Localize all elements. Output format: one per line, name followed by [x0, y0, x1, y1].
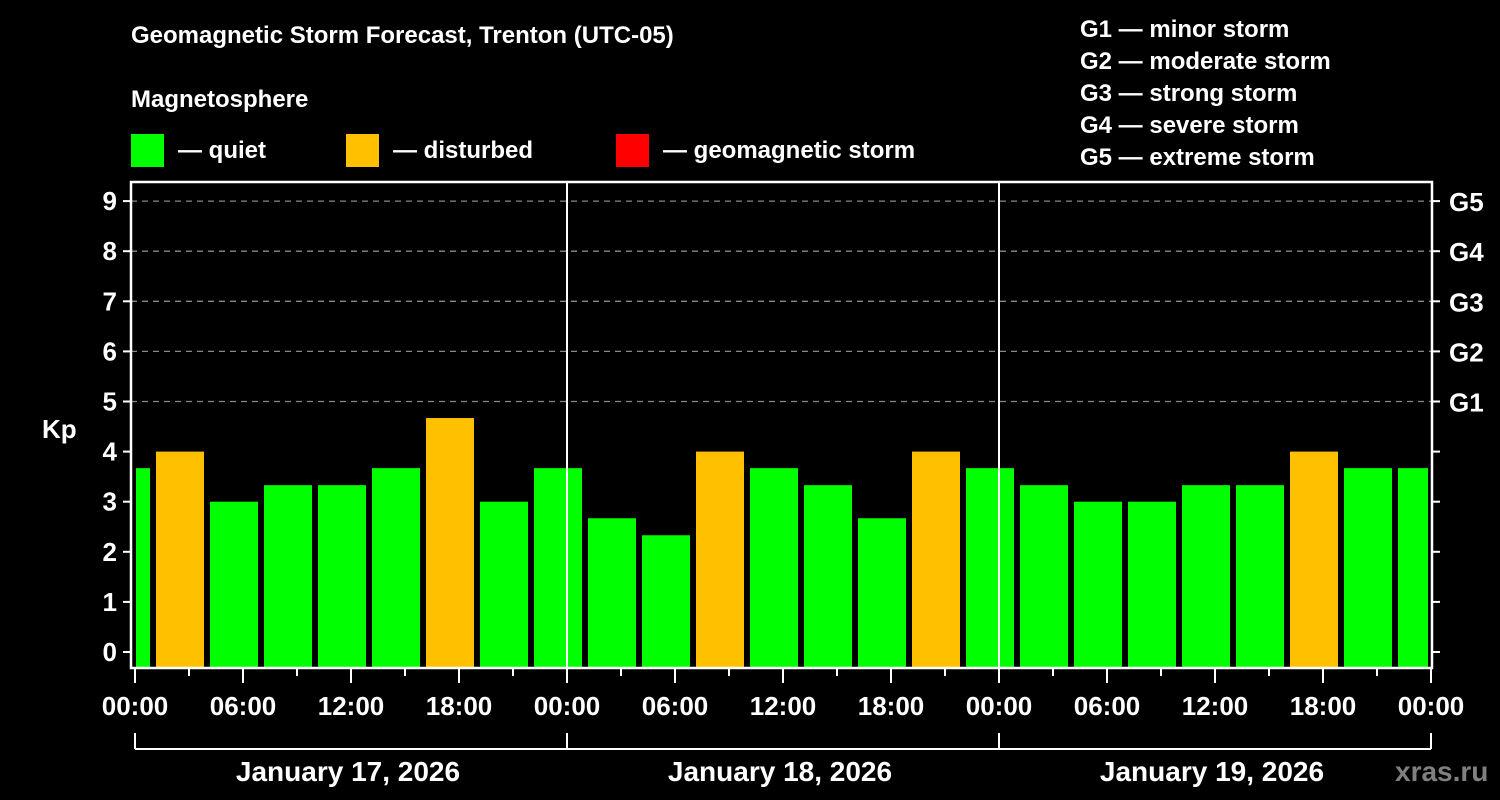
kp-bar — [1290, 451, 1338, 667]
chart-title: Geomagnetic Storm Forecast, Trenton (UTC… — [131, 22, 674, 49]
x-tick-label: 00:00 — [534, 691, 601, 721]
x-tick-label: 06:00 — [642, 691, 709, 721]
kp-bar — [534, 468, 582, 667]
kp-bar — [588, 518, 636, 667]
g-level-label: G3 — [1449, 287, 1484, 317]
legend-storm: — geomagnetic storm — [616, 134, 915, 167]
plot-frame — [129, 180, 1434, 670]
legend-disturbed: — disturbed — [346, 134, 533, 167]
day-label: January 19, 2026 — [1100, 756, 1324, 787]
kp-bar — [372, 468, 420, 667]
g-level-label: G4 — [1449, 237, 1484, 267]
legend-quiet: — quiet — [131, 134, 266, 167]
legend-swatch-quiet — [131, 134, 164, 167]
y-tick-label: 6 — [103, 336, 117, 366]
legend-title: Magnetosphere — [131, 86, 309, 113]
gridlines — [131, 200, 1432, 403]
y-axis-label: Kp — [42, 414, 77, 444]
x-tick-label: 18:00 — [1290, 691, 1357, 721]
g-scale-item: G2 — moderate storm — [1080, 48, 1331, 75]
kp-bar — [426, 418, 474, 667]
g-scale-legend: G1 — minor storm G2 — moderate storm G3 … — [1080, 14, 1331, 174]
g-level-label: G2 — [1449, 337, 1484, 367]
x-tick-label: 00:00 — [102, 691, 169, 721]
watermark: xras.ru — [1395, 756, 1488, 787]
x-tick-label: 12:00 — [1182, 691, 1249, 721]
x-tick-label: 12:00 — [318, 691, 385, 721]
y-tick-label: 4 — [103, 437, 118, 467]
kp-bar — [1128, 501, 1176, 667]
kp-bar — [804, 485, 852, 667]
kp-bar — [136, 468, 150, 667]
kp-bar — [966, 468, 1014, 667]
kp-bar — [156, 451, 204, 667]
kp-bar — [696, 451, 744, 667]
y-tick-label: 5 — [103, 387, 117, 417]
day-label: January 18, 2026 — [668, 756, 892, 787]
y-tick-label: 9 — [103, 186, 117, 216]
y-tick-label: 1 — [103, 587, 117, 617]
kp-bar — [912, 451, 960, 667]
y-tick-label: 3 — [103, 487, 117, 517]
x-tick-label: 06:00 — [1074, 691, 1141, 721]
legend-label-disturbed: — disturbed — [393, 136, 534, 164]
g-scale-item: G5 — extreme storm — [1080, 144, 1315, 171]
legend-label-quiet: — quiet — [178, 136, 266, 164]
x-tick-label: 18:00 — [426, 691, 493, 721]
y-tick-label: 7 — [103, 286, 117, 316]
kp-bar — [1182, 485, 1230, 667]
kp-bar — [210, 501, 258, 667]
y-tick-label: 0 — [103, 637, 117, 667]
legend-swatch-storm — [616, 134, 649, 167]
kp-bar — [1236, 485, 1284, 667]
kp-bar — [318, 485, 366, 667]
x-tick-label: 00:00 — [966, 691, 1033, 721]
kp-bar — [642, 535, 690, 667]
kp-bar — [1074, 501, 1122, 667]
g-scale-item: G4 — severe storm — [1080, 112, 1299, 139]
g-scale-item: G1 — minor storm — [1080, 16, 1290, 43]
g-scale-item: G3 — strong storm — [1080, 80, 1298, 107]
kp-bar — [750, 468, 798, 667]
y-tick-label: 8 — [103, 236, 117, 266]
x-tick-label: 18:00 — [858, 691, 925, 721]
legend-swatch-disturbed — [346, 134, 379, 167]
axes: 0 1 2 3 4 5 6 7 8 9 G1 G2 G3 G4 G5 00:00 06:00 12:00 18:00… — [102, 180, 1484, 787]
x-tick-label: 12:00 — [750, 691, 817, 721]
g-level-label: G1 — [1449, 388, 1484, 418]
bar-series — [136, 418, 1428, 667]
x-tick-label: 06:00 — [210, 691, 277, 721]
x-tick-label: 00:00 — [1398, 691, 1465, 721]
kp-bar — [1020, 485, 1068, 667]
kp-bar — [858, 518, 906, 667]
kp-bar — [1398, 468, 1428, 667]
legend-label-storm: — geomagnetic storm — [663, 136, 916, 164]
y-tick-label: 2 — [103, 537, 117, 567]
kp-bar — [1344, 468, 1392, 667]
kp-bar — [264, 485, 312, 667]
day-label: January 17, 2026 — [236, 756, 460, 787]
g-level-label: G5 — [1449, 187, 1484, 217]
kp-bar — [480, 501, 528, 667]
